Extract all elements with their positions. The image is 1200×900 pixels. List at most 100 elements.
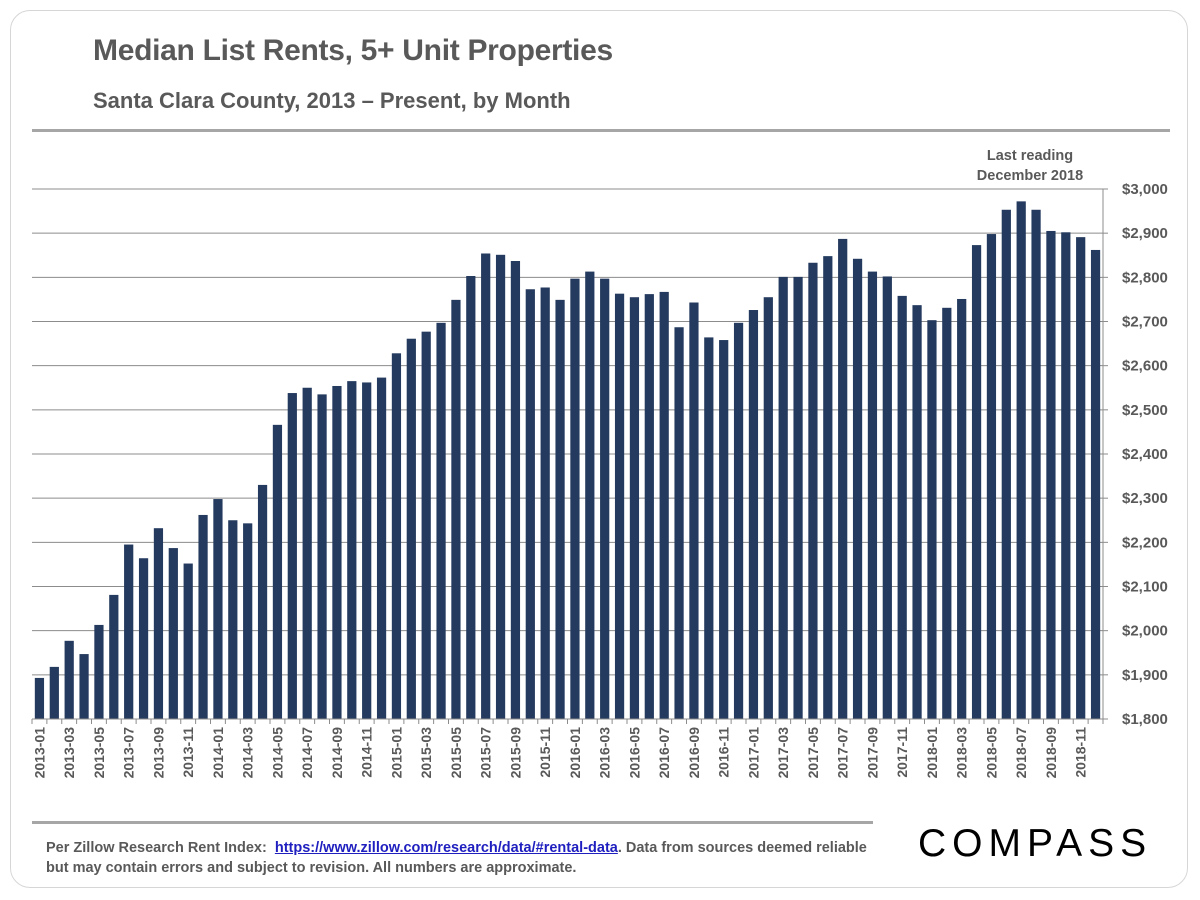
bar-2016-11 <box>719 340 729 719</box>
x-tick-label: 2013-07 <box>121 727 137 779</box>
y-tick-label: $1,800 <box>1122 711 1168 728</box>
x-tick-label: 2013-05 <box>91 727 107 779</box>
bar-2014-11 <box>362 382 372 719</box>
bar-2013-10 <box>168 548 178 719</box>
x-tick-label: 2015-05 <box>448 727 464 779</box>
x-tick-label: 2013-09 <box>150 727 166 779</box>
x-tick-label: 2018-07 <box>1013 727 1029 779</box>
bar-2013-09 <box>153 528 164 719</box>
x-axis-labels: 2013-01 2013-03 2013-05 2013-07 2013-09 2013-… <box>31 727 1088 779</box>
y-tick-label: $2,400 <box>1122 446 1168 463</box>
y-tick-label: $2,300 <box>1122 490 1168 507</box>
bar-2015-04 <box>436 322 446 719</box>
bar-2014-01 <box>213 499 223 719</box>
bar-2015-09 <box>510 260 521 719</box>
bar-2015-02 <box>406 338 416 719</box>
bar-2018-11 <box>1076 237 1086 719</box>
bar-2016-08 <box>674 327 684 719</box>
bar-2015-01 <box>391 353 402 719</box>
bar-2018-06 <box>1001 209 1011 719</box>
last-reading-annotation-line1: Last reading <box>987 148 1073 164</box>
x-tick-label: 2014-11 <box>359 727 375 778</box>
bar-2014-12 <box>376 377 387 719</box>
header-divider <box>32 129 1170 132</box>
bar-2018-07 <box>1016 201 1026 719</box>
bar-2016-09 <box>689 302 699 719</box>
bar-2015-07 <box>481 253 491 719</box>
x-tick-label: 2017-09 <box>864 727 880 779</box>
bar-2015-08 <box>495 254 506 719</box>
bar-2014-06 <box>287 393 297 719</box>
y-tick-label: $2,900 <box>1122 225 1168 242</box>
x-tick-label: 2016-11 <box>716 727 732 778</box>
bar-2018-05 <box>986 234 997 720</box>
x-tick-label: 2015-09 <box>507 727 523 779</box>
y-tick-label: $2,800 <box>1122 269 1168 286</box>
chart-title: Median List Rents, 5+ Unit Properties <box>93 34 613 67</box>
footer-divider <box>32 821 873 824</box>
bar-2013-11 <box>183 563 193 719</box>
bar-2016-07 <box>659 291 669 719</box>
bar-2017-08 <box>852 258 863 719</box>
x-tick-label: 2015-03 <box>418 727 434 779</box>
x-tick-label: 2018-11 <box>1073 727 1089 778</box>
bar-2013-04 <box>79 654 89 719</box>
bar-2016-04 <box>614 293 625 719</box>
x-tick-label: 2018-09 <box>1043 727 1059 779</box>
y-tick-label: $2,700 <box>1122 314 1168 331</box>
y-tick-label: $2,200 <box>1122 534 1168 551</box>
bar-2017-09 <box>867 271 878 719</box>
x-tick-label: 2016-07 <box>656 727 672 779</box>
x-tick-label: 2017-03 <box>775 727 791 779</box>
bar-2017-11 <box>897 295 907 719</box>
source-footnote: Per Zillow Research Rent Index: https://… <box>46 838 876 878</box>
x-tick-label: 2017-07 <box>835 727 851 779</box>
bar-2014-08 <box>317 394 327 719</box>
bar-2018-01 <box>927 320 937 719</box>
compass-logo: COMPASS <box>918 822 1153 865</box>
y-tick-label: $2,600 <box>1122 358 1168 375</box>
y-axis-labels: $1,800 $1,900 $2,000 $2,100 $2,200 $2,300 $2,4… <box>1122 181 1168 728</box>
x-tick-label: 2016-05 <box>626 727 642 779</box>
x-tick-label: 2018-03 <box>954 727 970 779</box>
bar-2013-02 <box>49 666 59 719</box>
x-tick-label: 2015-11 <box>537 727 553 778</box>
bar-2017-03 <box>778 276 788 719</box>
bar-2017-04 <box>793 276 803 719</box>
y-tick-label: $2,500 <box>1122 402 1168 419</box>
bar-2018-09 <box>1046 230 1056 720</box>
y-tick-label: $3,000 <box>1122 181 1168 198</box>
y-tick-label: $2,000 <box>1122 623 1168 640</box>
bar-2015-06 <box>466 276 476 719</box>
bar-2016-03 <box>600 278 610 719</box>
zillow-source-link[interactable]: https://www.zillow.com/research/data/#re… <box>274 840 618 856</box>
x-tick-label: 2014-09 <box>329 727 345 779</box>
bar-2013-01 <box>34 677 45 719</box>
bar-2018-08 <box>1031 209 1041 719</box>
bar-2014-02 <box>228 520 238 719</box>
x-tick-label: 2013-03 <box>61 727 77 779</box>
bar-2018-02 <box>942 307 952 719</box>
bar-2014-05 <box>272 424 283 719</box>
bar-2017-12 <box>912 305 922 719</box>
bar-2013-06 <box>109 594 119 719</box>
bar-2014-04 <box>257 484 268 719</box>
bar-2017-06 <box>823 256 833 719</box>
x-tick-label: 2015-07 <box>478 727 494 779</box>
y-tick-label: $1,900 <box>1122 667 1168 684</box>
x-tick-label: 2016-03 <box>597 727 613 779</box>
bars <box>34 201 1101 720</box>
bar-2015-12 <box>555 299 565 719</box>
bar-2013-05 <box>94 624 104 719</box>
bar-2016-12 <box>733 322 744 719</box>
bar-2017-05 <box>808 262 818 719</box>
x-tick-label: 2018-01 <box>924 727 940 779</box>
bar-2016-10 <box>704 337 714 719</box>
bar-2018-12 <box>1090 249 1101 719</box>
x-tick-label: 2014-05 <box>269 727 285 779</box>
bar-2017-10 <box>882 276 892 719</box>
bar-2017-07 <box>838 238 848 720</box>
bar-2018-04 <box>971 245 982 719</box>
bar-2013-03 <box>64 640 74 719</box>
source-prefix: Per Zillow Research Rent Index: <box>46 840 267 856</box>
